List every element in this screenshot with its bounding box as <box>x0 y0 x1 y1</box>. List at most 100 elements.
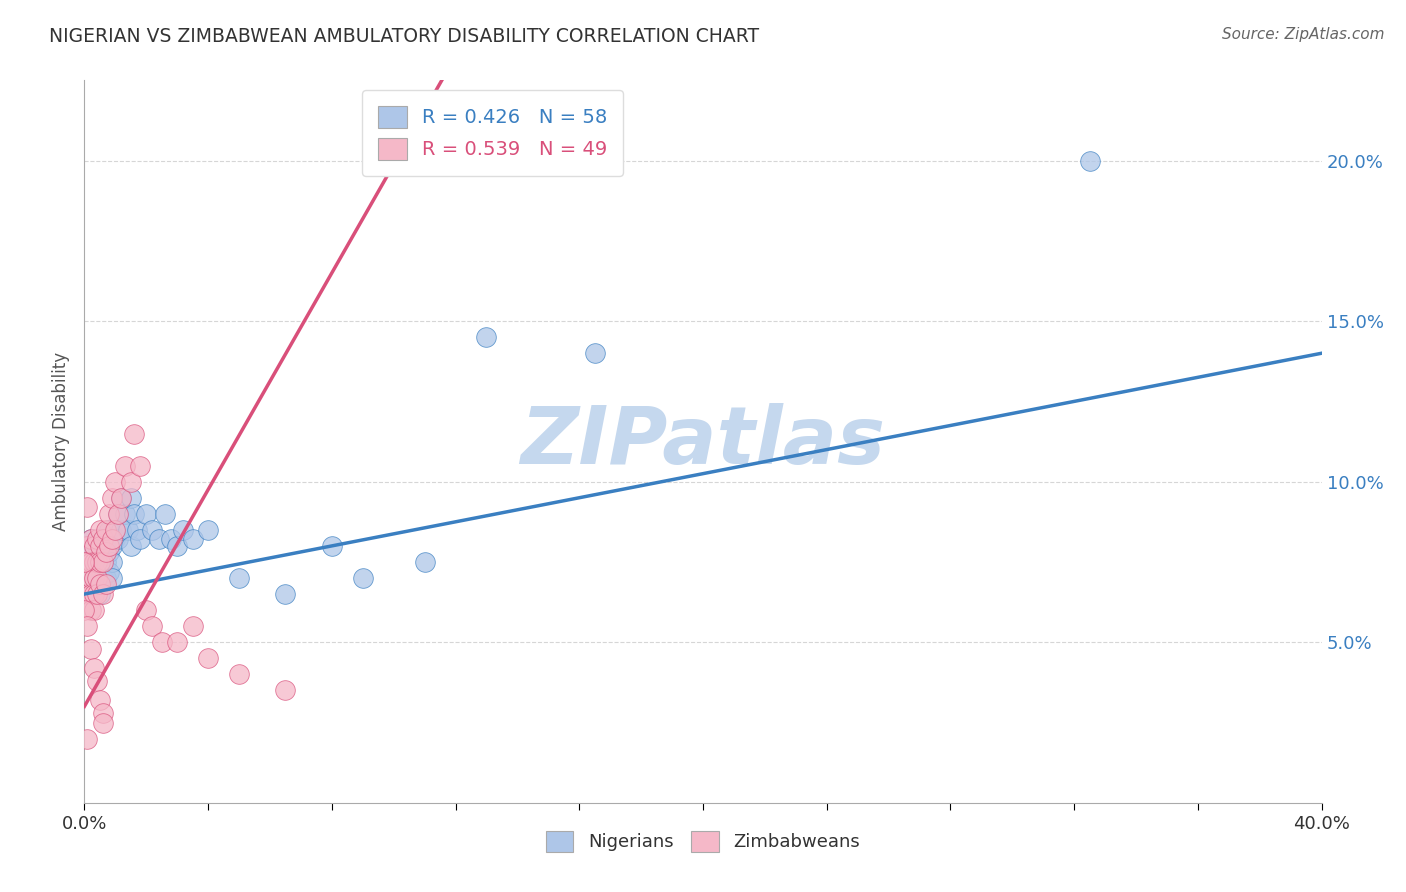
Point <box>98 523 121 537</box>
Point <box>181 619 204 633</box>
Point <box>89 571 111 585</box>
Point <box>89 539 111 553</box>
Point <box>89 555 111 569</box>
Point <box>160 533 183 547</box>
Point <box>110 491 132 505</box>
Point <box>94 545 117 559</box>
Point <box>94 523 117 537</box>
Point <box>129 533 152 547</box>
Point <box>1078 153 1101 168</box>
Point <box>153 507 176 521</box>
Point <box>181 533 204 547</box>
Point <box>83 603 105 617</box>
Point <box>86 555 108 569</box>
Point <box>104 533 127 547</box>
Point <box>86 571 108 585</box>
Point <box>101 491 124 505</box>
Point <box>98 565 121 579</box>
Point <box>129 458 152 473</box>
Point <box>73 555 96 569</box>
Point <box>141 619 163 633</box>
Point <box>110 523 132 537</box>
Point <box>125 523 148 537</box>
Point <box>86 533 108 547</box>
Point <box>86 571 108 585</box>
Point <box>76 555 98 569</box>
Point <box>83 539 105 553</box>
Point <box>86 673 108 688</box>
Point <box>91 571 114 585</box>
Point <box>141 523 163 537</box>
Legend: Nigerians, Zimbabweans: Nigerians, Zimbabweans <box>538 823 868 859</box>
Point <box>83 539 105 553</box>
Point <box>352 571 374 585</box>
Point <box>228 667 250 681</box>
Point <box>79 587 101 601</box>
Point <box>76 619 98 633</box>
Point <box>91 533 114 547</box>
Point <box>83 565 105 579</box>
Point <box>120 539 142 553</box>
Point <box>104 523 127 537</box>
Point <box>91 539 114 553</box>
Text: Source: ZipAtlas.com: Source: ZipAtlas.com <box>1222 27 1385 42</box>
Point <box>76 731 98 746</box>
Point <box>135 507 157 521</box>
Point <box>76 587 98 601</box>
Point <box>166 635 188 649</box>
Point <box>274 683 297 698</box>
Point <box>274 587 297 601</box>
Point <box>91 706 114 720</box>
Point <box>91 715 114 730</box>
Y-axis label: Ambulatory Disability: Ambulatory Disability <box>52 352 70 531</box>
Point <box>76 555 98 569</box>
Point <box>122 507 145 521</box>
Point <box>76 500 98 515</box>
Point <box>79 603 101 617</box>
Point <box>89 523 111 537</box>
Point <box>79 533 101 547</box>
Point <box>83 587 105 601</box>
Point <box>79 545 101 559</box>
Point <box>76 571 98 585</box>
Point <box>107 507 129 521</box>
Point <box>83 555 105 569</box>
Point <box>150 635 173 649</box>
Point <box>101 539 124 553</box>
Point <box>413 555 436 569</box>
Point <box>98 507 121 521</box>
Point <box>86 555 108 569</box>
Point <box>120 475 142 489</box>
Point <box>79 641 101 656</box>
Point <box>135 603 157 617</box>
Text: ZIPatlas: ZIPatlas <box>520 402 886 481</box>
Point <box>94 577 117 591</box>
Point <box>83 571 105 585</box>
Point <box>89 577 111 591</box>
Point <box>79 571 101 585</box>
Point <box>89 587 111 601</box>
Point <box>73 603 96 617</box>
Point <box>101 555 124 569</box>
Point <box>107 507 129 521</box>
Point <box>76 539 98 553</box>
Point <box>94 571 117 585</box>
Point <box>89 555 111 569</box>
Point <box>114 507 136 521</box>
Point <box>86 539 108 553</box>
Point <box>122 426 145 441</box>
Point <box>83 571 105 585</box>
Point <box>86 587 108 601</box>
Point <box>110 491 132 505</box>
Point <box>114 458 136 473</box>
Point <box>148 533 170 547</box>
Point <box>197 651 219 665</box>
Point <box>197 523 219 537</box>
Point <box>475 330 498 344</box>
Point <box>104 475 127 489</box>
Point <box>79 555 101 569</box>
Point <box>83 661 105 675</box>
Point <box>89 533 111 547</box>
Point <box>89 693 111 707</box>
Point <box>91 555 114 569</box>
